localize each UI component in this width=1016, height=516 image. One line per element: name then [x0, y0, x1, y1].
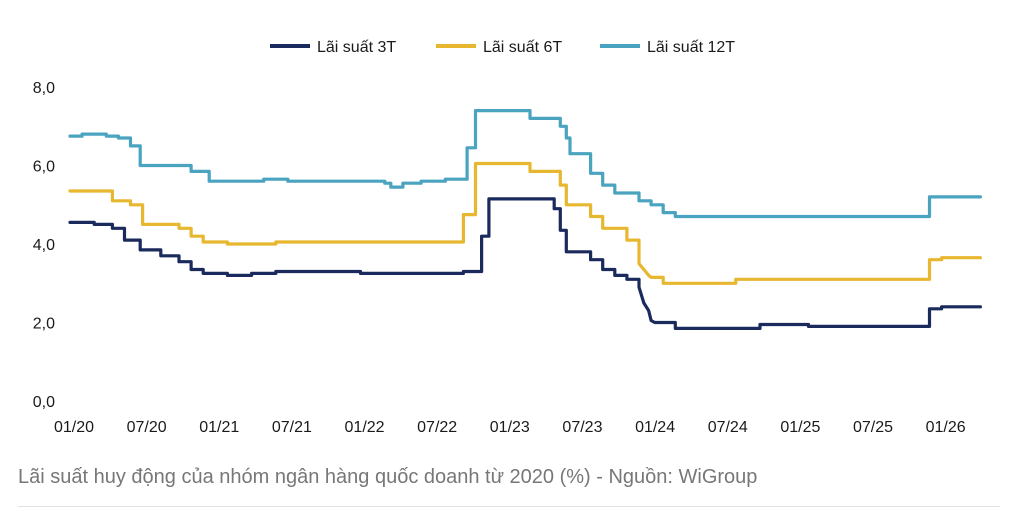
x-tick-label: 01/21 [199, 419, 239, 436]
x-tick-label: 07/23 [562, 419, 602, 436]
x-tick-label: 01/24 [635, 419, 675, 436]
x-tick-label: 01/25 [780, 419, 820, 436]
x-tick-label: 07/24 [708, 419, 748, 436]
y-tick-label: 2,0 [33, 316, 55, 333]
x-tick-label: 01/23 [490, 419, 530, 436]
x-tick-label: 01/26 [926, 419, 966, 436]
y-tick-label: 0,0 [33, 394, 55, 411]
legend-label: Lãi suất 3T [317, 39, 396, 56]
chart-caption: Lãi suất huy động của nhóm ngân hàng quố… [18, 466, 758, 488]
x-tick-label: 07/20 [127, 419, 167, 436]
x-tick-label: 07/22 [417, 419, 457, 436]
series-lines [68, 109, 982, 330]
line-chart: Lãi suất 3T Lãi suất 6T Lãi suất 12T 0,0 2,… [33, 39, 982, 436]
series-line-3 [68, 109, 982, 219]
series-line-1 [68, 197, 982, 330]
y-tick-label: 6,0 [33, 159, 55, 176]
y-tick-label: 8,0 [33, 80, 55, 97]
x-tick-label: 01/20 [54, 419, 94, 436]
legend: Lãi suất 3T Lãi suất 6T Lãi suất 12T [270, 39, 735, 56]
y-tick-label: 4,0 [33, 237, 55, 254]
legend-label: Lãi suất 6T [483, 39, 562, 56]
x-tick-label: 01/22 [345, 419, 385, 436]
x-tick-label: 07/21 [272, 419, 312, 436]
series-line-2 [68, 161, 982, 285]
x-tick-label: 07/25 [853, 419, 893, 436]
x-axis: 01/20 07/20 01/21 07/21 01/22 07/22 01/23 07/23… [54, 419, 966, 436]
legend-label: Lãi suất 12T [647, 39, 735, 56]
divider [18, 506, 1000, 507]
y-axis: 0,0 2,0 4,0 6,0 8,0 [33, 80, 55, 411]
